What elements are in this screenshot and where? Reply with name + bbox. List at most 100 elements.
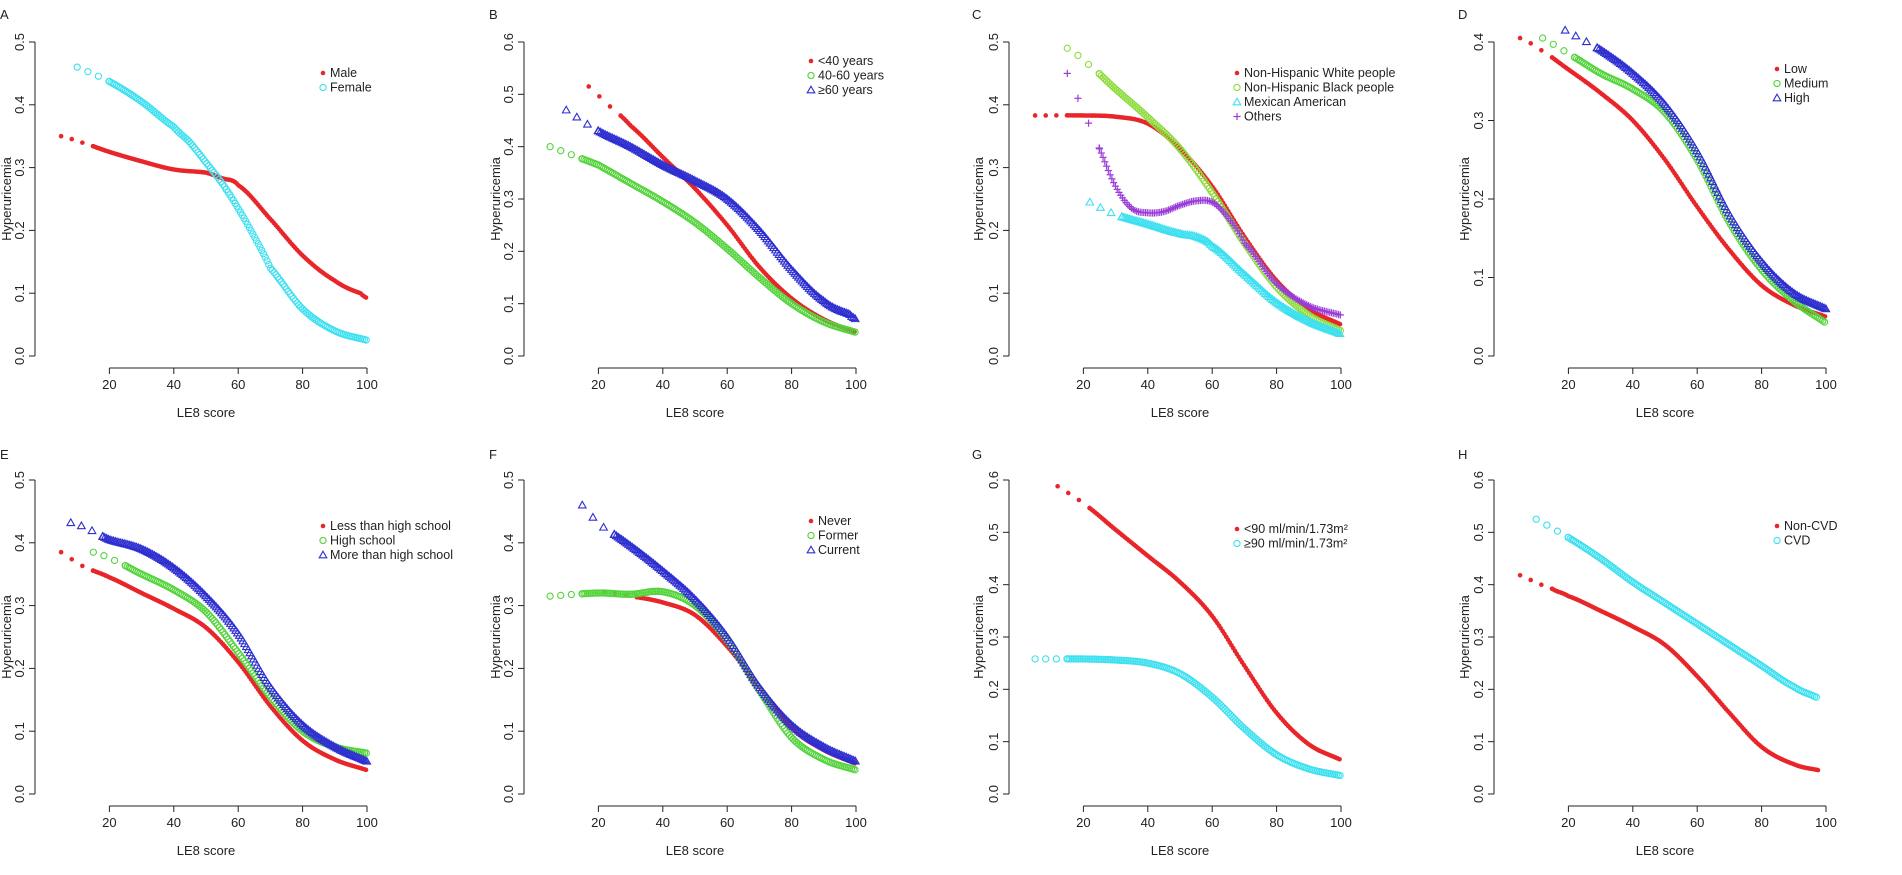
data-point: [1241, 270, 1251, 280]
data-point: [1787, 287, 1797, 296]
data-point: [627, 542, 637, 551]
data-point: [631, 544, 641, 554]
data-point: [211, 602, 222, 611]
data-point: [1815, 301, 1826, 310]
data-point: [305, 726, 315, 735]
data-point: [1166, 205, 1174, 213]
data-point: [577, 500, 588, 509]
data-point: [204, 162, 213, 170]
data-point: [270, 268, 278, 277]
data-point: [1821, 303, 1831, 313]
data-point: [1211, 243, 1221, 252]
data-point: [1175, 201, 1183, 210]
data-point: [680, 585, 691, 594]
data-point: [738, 208, 749, 218]
data-point: [1230, 714, 1238, 722]
y-tick-label: 0.6: [501, 33, 516, 51]
y-tick-label: 0.2: [501, 242, 516, 260]
data-point: [1649, 87, 1659, 97]
data-point: [735, 205, 745, 214]
data-point: [586, 84, 592, 89]
data-point: [793, 272, 804, 281]
series-female: [73, 63, 370, 344]
data-point: [1299, 314, 1310, 323]
data-point: [1819, 303, 1829, 312]
x-tick-label: 100: [845, 815, 867, 830]
data-point: [362, 756, 372, 765]
data-point: [639, 551, 650, 560]
data-point: [1266, 293, 1276, 302]
data-point: [1553, 527, 1562, 535]
data-point: [1054, 113, 1059, 118]
data-point: [1223, 707, 1231, 715]
y-tick-label: 0.1: [501, 722, 516, 740]
legend-label: Former: [818, 529, 858, 543]
data-point: [138, 545, 149, 554]
data-point: [213, 604, 223, 613]
data-point: [1212, 201, 1220, 209]
data-point: [1592, 43, 1603, 52]
y-tick-label: 0.3: [12, 159, 27, 177]
data-point: [307, 727, 317, 737]
y-tick-label: 0.1: [1471, 268, 1486, 286]
data-point: [1297, 313, 1308, 322]
x-tick-label: 40: [167, 815, 181, 830]
x-tick-label: 80: [1269, 377, 1283, 392]
data-point: [655, 158, 666, 168]
data-point: [1292, 310, 1303, 320]
data-point: [209, 600, 220, 609]
data-point: [698, 179, 708, 189]
legend: <90 ml/min/1.73m²≥90 ml/min/1.73m²: [1233, 522, 1348, 551]
data-point: [197, 587, 207, 596]
panel-letter: F: [489, 447, 497, 462]
data-point: [692, 177, 703, 186]
data-point: [1817, 302, 1828, 311]
data-point: [650, 559, 660, 569]
data-point: [1780, 677, 1789, 686]
data-point: [689, 593, 699, 602]
x-tick-label: 60: [1205, 377, 1219, 392]
data-point: [1237, 233, 1245, 241]
data-point: [804, 733, 815, 742]
data-point: [597, 94, 602, 99]
data-point: [1608, 53, 1619, 62]
legend-item: Non-Hispanic White people: [1234, 66, 1396, 80]
panel-b: B 20 40 60 80 100 0.0 0.1 0.2 0.3 0.4 0.5 0.6 LE8 sco…: [488, 7, 884, 420]
data-point: [69, 556, 75, 562]
data-point: [140, 545, 151, 555]
data-point: [782, 727, 790, 735]
legend-item: Less than high school: [320, 519, 451, 533]
data-point: [1179, 148, 1187, 156]
legend-item: Medium: [1773, 77, 1828, 91]
data-point: [303, 725, 314, 734]
y-tick-label: 0.0: [12, 785, 27, 803]
data-point: [685, 173, 696, 182]
data-point: [790, 268, 800, 277]
data-point: [747, 217, 758, 227]
data-point: [308, 729, 319, 738]
data-point: [1539, 582, 1544, 587]
data-point: [646, 153, 657, 163]
y-tick-label: 0.2: [12, 221, 27, 239]
data-point: [744, 214, 754, 223]
data-point: [1031, 655, 1039, 663]
data-point: [657, 565, 668, 575]
data-point: [636, 147, 646, 156]
y-tick-label: 0.5: [986, 33, 1001, 51]
data-point: [721, 193, 731, 202]
data-point: [719, 191, 729, 201]
data-point: [646, 557, 657, 566]
series-mexican-american: [1085, 197, 1345, 337]
x-tick-label: 20: [1561, 815, 1575, 830]
x-tick-label: 40: [656, 377, 670, 392]
data-point: [653, 157, 664, 167]
data-point: [1055, 483, 1060, 489]
data-point: [1258, 287, 1269, 296]
data-point: [742, 212, 752, 221]
series-less-than-high-school: [58, 549, 369, 773]
data-point: [208, 614, 216, 623]
legend-label: High: [1784, 91, 1810, 105]
data-point: [287, 709, 298, 719]
data-point: [634, 547, 645, 556]
